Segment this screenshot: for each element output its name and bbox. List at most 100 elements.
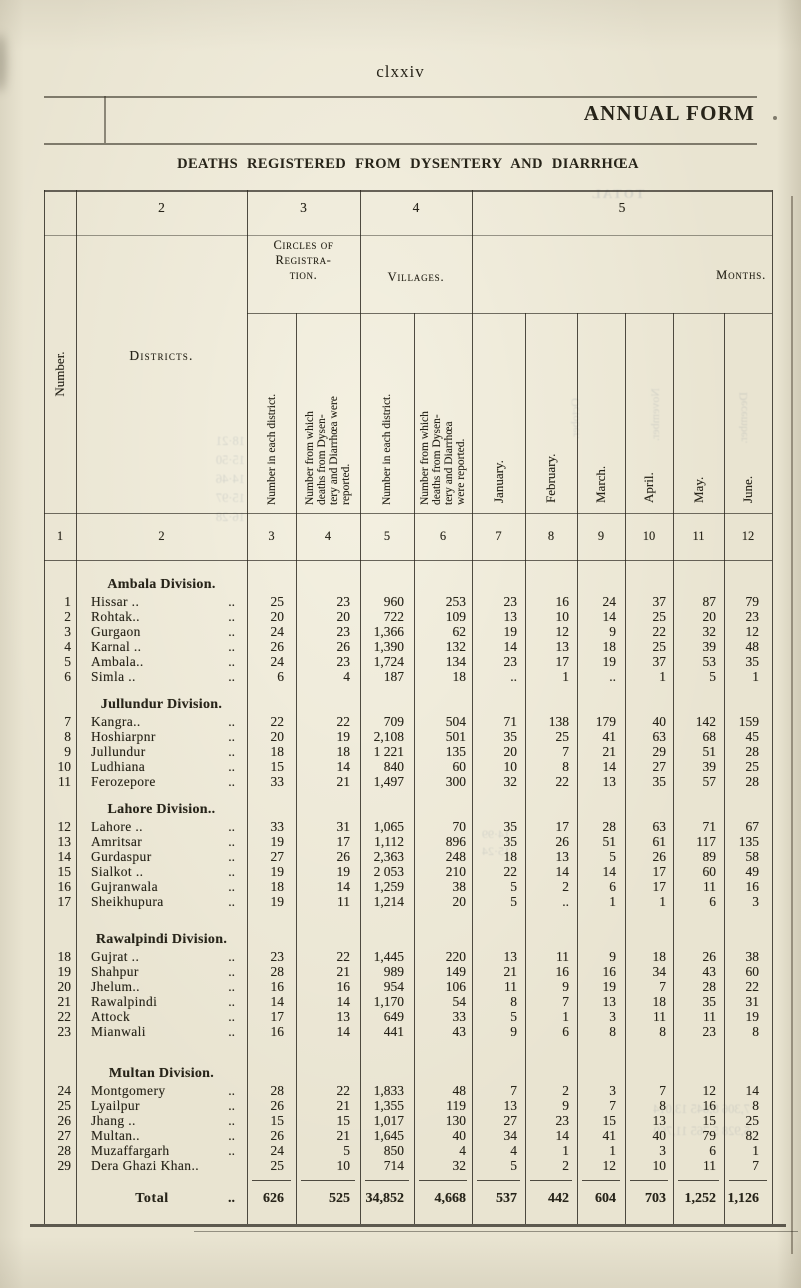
cell-value: 68 <box>702 729 717 744</box>
cell-value: 23 <box>503 594 518 609</box>
cell-value: 13 <box>652 1113 667 1128</box>
district-name: Karnal .. <box>91 639 142 654</box>
division-heading: Jullundur Division. <box>100 697 223 712</box>
dot-leader: .. <box>228 849 235 864</box>
row-number: 27 <box>57 1128 72 1143</box>
row-number: 11 <box>58 774 71 789</box>
cell-value: 6 <box>609 879 616 894</box>
cell-value: 11 <box>504 979 517 994</box>
cell-value: 8 <box>510 994 517 1009</box>
cell-value: 1 <box>752 669 759 684</box>
cell-value: .. <box>609 669 616 684</box>
cell-value: 58 <box>745 849 760 864</box>
cell-value: 2 <box>562 1158 569 1173</box>
cell-value: 28 <box>745 774 760 789</box>
cell-value: 1,833 <box>373 1083 404 1098</box>
total-label: Total <box>135 1191 169 1206</box>
cell-value: 3 <box>659 1143 666 1158</box>
division-heading: Rawalpindi Division. <box>95 932 228 947</box>
district-cell: Sheikhupura.. <box>76 894 247 909</box>
cell-value: 9 <box>562 1098 569 1113</box>
cell-value: 14 <box>555 864 570 879</box>
cell-value: 40 <box>452 1128 467 1143</box>
dot-leader: .. <box>228 744 235 759</box>
table-row: 8 Hoshiarpnr.. 20 19 2,108 501 35 25 41 63 68 45 <box>44 729 772 744</box>
cell-value: 82 <box>745 1128 760 1143</box>
cell-value: 35 <box>503 729 518 744</box>
table-row: 5 Ambala.... 24 23 1,724 134 23 17 19 37 53 35 <box>44 654 772 669</box>
cell-value: 119 <box>446 1098 466 1113</box>
table-row: 29 Dera Ghazi Khan.. 25 10 714 32 5 2 12 10 11 7 <box>44 1158 772 1173</box>
table-row: 28 Muzaffargarh.. 24 5 850 4 4 1 1 3 6 1 <box>44 1143 772 1158</box>
cell-value: 1 <box>562 669 569 684</box>
cell-value: 28 <box>602 819 617 834</box>
cell-value: 43 <box>702 964 717 979</box>
cell-value: 15 <box>270 1113 285 1128</box>
cell-value: 22 <box>555 774 570 789</box>
cell-value: 220 <box>445 949 466 964</box>
cell-value: 1,355 <box>373 1098 404 1113</box>
cell-value: 21 <box>503 964 518 979</box>
district-cell: Hissar .... <box>76 594 247 609</box>
district-cell: Ambala.... <box>76 654 247 669</box>
cell-value: 135 <box>738 834 759 849</box>
column-header-label: May. <box>690 476 706 503</box>
cell-value: 28 <box>270 964 285 979</box>
column-header-label: March. <box>593 465 608 503</box>
cell-value: 896 <box>445 834 466 849</box>
row-number: 23 <box>57 1024 72 1039</box>
cell-value: 850 <box>383 1143 404 1158</box>
month-header-march: March. <box>577 313 625 513</box>
cell-value: 33 <box>270 819 285 834</box>
table-rule-h <box>44 513 772 514</box>
cell-value: 2,108 <box>373 729 404 744</box>
cell-value: 8 <box>752 1024 759 1039</box>
cell-value: 10 <box>652 1158 667 1173</box>
district-name: Hoshiarpnr <box>91 729 156 744</box>
column-header-label: Number from which deaths from Dysen- ter… <box>304 396 352 505</box>
cell-value: 13 <box>602 774 617 789</box>
cell-value: 37 <box>652 594 667 609</box>
total-value: 34,852 <box>365 1191 405 1206</box>
table-row: 17 Sheikhupura.. 19 11 1,214 20 5.. 1 1 6 3 <box>44 894 772 909</box>
cell-value: 1,645 <box>373 1128 404 1143</box>
divider <box>44 143 757 145</box>
cell-value: 501 <box>445 729 466 744</box>
row-number: 3 <box>64 624 71 639</box>
cell-value: 504 <box>445 714 466 729</box>
table-rule-h <box>44 235 772 236</box>
cell-value: 19 <box>336 864 351 879</box>
row-number: 1 <box>64 594 71 609</box>
table-row: 10 Ludhiana.. 15 14 840 60 10 8 14 27 39 25 <box>44 759 772 774</box>
cell-value: 14 <box>602 864 617 879</box>
column-header-label: Number in each district. <box>381 393 393 505</box>
cell-value: 25 <box>745 1113 760 1128</box>
dot-leader: .. <box>228 1143 235 1158</box>
row-number: 28 <box>57 1143 72 1158</box>
cell-value: 45 <box>745 729 760 744</box>
cell-value: 71 <box>503 714 518 729</box>
division-section: Rawalpindi Division. 18 Gujrat .... 23 22 1,4… <box>44 931 772 1039</box>
total-separator <box>678 1180 719 1181</box>
cell-value: 18 <box>602 639 617 654</box>
table-row: 1 Hissar .... 25 23 960 253 23 16 24 37 87 79 <box>44 594 772 609</box>
column-number: 12 <box>741 529 755 543</box>
cell-value: 13 <box>602 994 617 1009</box>
cell-value: 441 <box>383 1024 404 1039</box>
table-rule-v <box>772 190 773 1224</box>
column-header-label: January. <box>490 460 506 503</box>
dot-leader: .. <box>228 979 235 994</box>
cell-value: 12 <box>745 624 760 639</box>
cell-value: 22 <box>503 864 518 879</box>
dot-leader: .. <box>228 1098 235 1113</box>
district-name: Lyailpur <box>91 1098 140 1113</box>
cell-value: 989 <box>383 964 404 979</box>
district-cell: Gujranwala.. <box>76 879 247 894</box>
row-number: 14 <box>57 849 72 864</box>
district-name: Multan.. <box>91 1128 140 1143</box>
cell-value: 61 <box>652 834 667 849</box>
cell-value: 649 <box>383 1009 404 1024</box>
cell-value: 3 <box>609 1083 616 1098</box>
cell-value: 19 <box>270 894 285 909</box>
cell-value: 37 <box>652 654 667 669</box>
